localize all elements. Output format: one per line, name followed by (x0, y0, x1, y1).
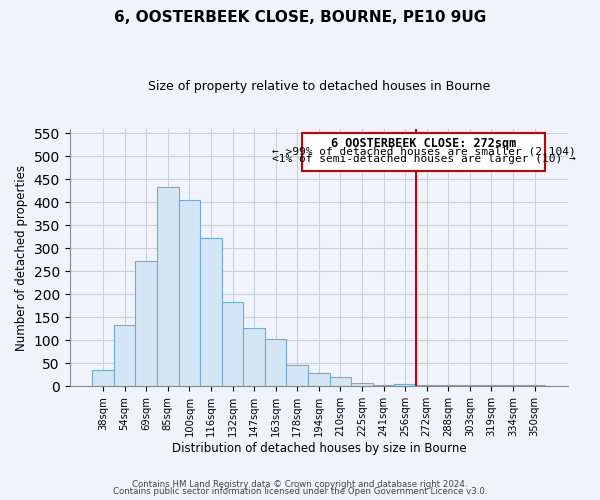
Bar (351, 382, 373, 386)
Bar (136, 262, 157, 386)
Bar (244, 328, 265, 386)
FancyBboxPatch shape (302, 132, 545, 171)
Text: 6 OOSTERBEEK CLOSE: 272sqm: 6 OOSTERBEEK CLOSE: 272sqm (331, 137, 516, 150)
Y-axis label: Number of detached properties: Number of detached properties (15, 164, 28, 350)
Bar (308, 372, 329, 386)
X-axis label: Distribution of detached houses by size in Bourne: Distribution of detached houses by size … (172, 442, 466, 455)
Bar (114, 325, 136, 386)
Bar (524, 385, 545, 386)
Bar (157, 188, 179, 386)
Text: <1% of semi-detached houses are larger (10) →: <1% of semi-detached houses are larger (… (272, 154, 575, 164)
Bar (179, 200, 200, 386)
Bar (222, 302, 244, 386)
Text: 6, OOSTERBEEK CLOSE, BOURNE, PE10 9UG: 6, OOSTERBEEK CLOSE, BOURNE, PE10 9UG (114, 10, 486, 25)
Bar (416, 385, 437, 386)
Text: ← >99% of detached houses are smaller (2,104): ← >99% of detached houses are smaller (2… (272, 146, 575, 156)
Text: Contains HM Land Registry data © Crown copyright and database right 2024.: Contains HM Land Registry data © Crown c… (132, 480, 468, 489)
Text: Contains public sector information licensed under the Open Government Licence v3: Contains public sector information licen… (113, 487, 487, 496)
Bar (329, 377, 351, 386)
Bar (92, 370, 114, 386)
Title: Size of property relative to detached houses in Bourne: Size of property relative to detached ho… (148, 80, 490, 93)
Bar (373, 385, 394, 386)
Bar (437, 385, 459, 386)
Bar (394, 384, 416, 386)
Bar (265, 338, 286, 386)
Bar (200, 238, 222, 386)
Bar (286, 365, 308, 386)
